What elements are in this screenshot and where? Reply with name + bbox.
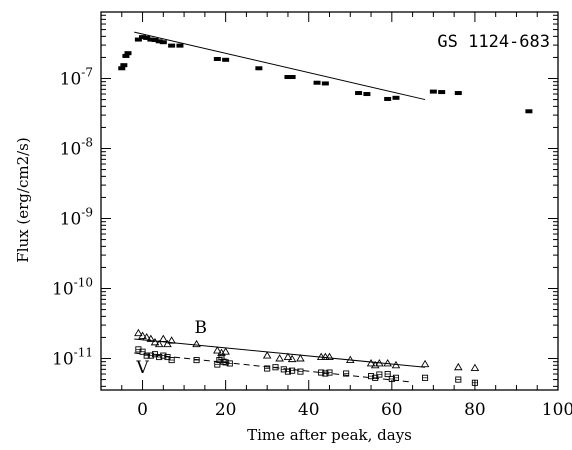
- data-point: [155, 39, 163, 44]
- data-point: [384, 96, 392, 101]
- y-tick-label: 10-10: [52, 276, 93, 300]
- data-point: [143, 35, 151, 40]
- data-point: [192, 339, 201, 348]
- y-tick-label: 10-8: [60, 136, 93, 160]
- data-point: [154, 339, 164, 348]
- data-point: [284, 75, 292, 80]
- data-point: [275, 354, 284, 362]
- data-point: [429, 89, 437, 94]
- y-tick-label: 10-9: [60, 206, 93, 230]
- data-point: [139, 35, 147, 40]
- data-point: [321, 81, 329, 86]
- data-point: [438, 90, 446, 95]
- data-point: [296, 354, 305, 362]
- data-point: [355, 91, 363, 96]
- data-point: [150, 337, 160, 346]
- data-point: [366, 359, 376, 367]
- data-point: [167, 336, 176, 344]
- x-tick-label: 100: [542, 400, 572, 420]
- fit-line-3: [134, 352, 413, 383]
- data-point: [325, 352, 334, 360]
- data-point: [470, 363, 480, 372]
- data-point: [363, 92, 371, 97]
- data-point: [287, 354, 297, 363]
- data-point: [288, 75, 296, 80]
- plot-area: BV: [118, 31, 533, 386]
- data-point: [454, 362, 463, 371]
- data-point: [383, 359, 392, 367]
- data-point: [134, 328, 143, 337]
- data-point: [255, 66, 263, 71]
- data-point: [345, 355, 355, 364]
- data-point: [213, 346, 222, 354]
- y-axis-label: Flux (erg/cm2/s): [14, 137, 32, 262]
- x-tick-label: 40: [298, 400, 320, 420]
- annotation-b: B: [194, 318, 207, 338]
- data-point: [163, 339, 172, 348]
- data-point: [168, 43, 176, 48]
- data-point: [392, 95, 400, 100]
- data-point: [283, 352, 293, 360]
- data-point: [262, 351, 272, 359]
- data-point: [321, 352, 330, 360]
- data-point: [420, 359, 430, 368]
- data-point: [147, 37, 155, 42]
- x-tick-label: 60: [381, 400, 403, 420]
- data-point: [122, 53, 130, 58]
- data-point: [391, 360, 401, 369]
- data-point: [159, 40, 167, 45]
- y-tick-label: 10-7: [60, 66, 93, 90]
- data-point: [134, 37, 142, 42]
- x-tick-label: 0: [137, 400, 148, 420]
- data-point: [151, 37, 159, 42]
- data-point: [222, 57, 230, 62]
- x-axis-label: Time after peak, days: [247, 426, 412, 444]
- chart-title: GS 1124-683: [437, 32, 550, 52]
- data-point: [120, 63, 128, 68]
- x-tick-label: 80: [464, 400, 486, 420]
- plot-frame: [100, 11, 559, 391]
- fit-line-2: [134, 338, 426, 368]
- data-point: [375, 359, 384, 367]
- data-point: [142, 333, 151, 341]
- annotation-v: V: [135, 358, 149, 378]
- data-point: [146, 334, 156, 342]
- data-point: [124, 51, 132, 56]
- fit-line-1: [134, 31, 426, 101]
- data-point: [316, 352, 326, 360]
- data-point: [313, 80, 321, 85]
- data-point: [138, 331, 147, 339]
- data-point: [525, 109, 533, 114]
- data-point: [221, 347, 230, 355]
- data-point: [176, 43, 184, 48]
- data-point: [213, 56, 221, 61]
- data-point: [118, 66, 126, 71]
- y-tick-label: 10-11: [52, 346, 93, 370]
- x-tick-label: 20: [215, 400, 237, 420]
- axis-ticks: 0 20 40 60 80 100 10-7 10-8 10-9 10-10 10-11: [52, 12, 572, 420]
- data-point: [454, 91, 462, 96]
- data-point: [159, 334, 168, 342]
